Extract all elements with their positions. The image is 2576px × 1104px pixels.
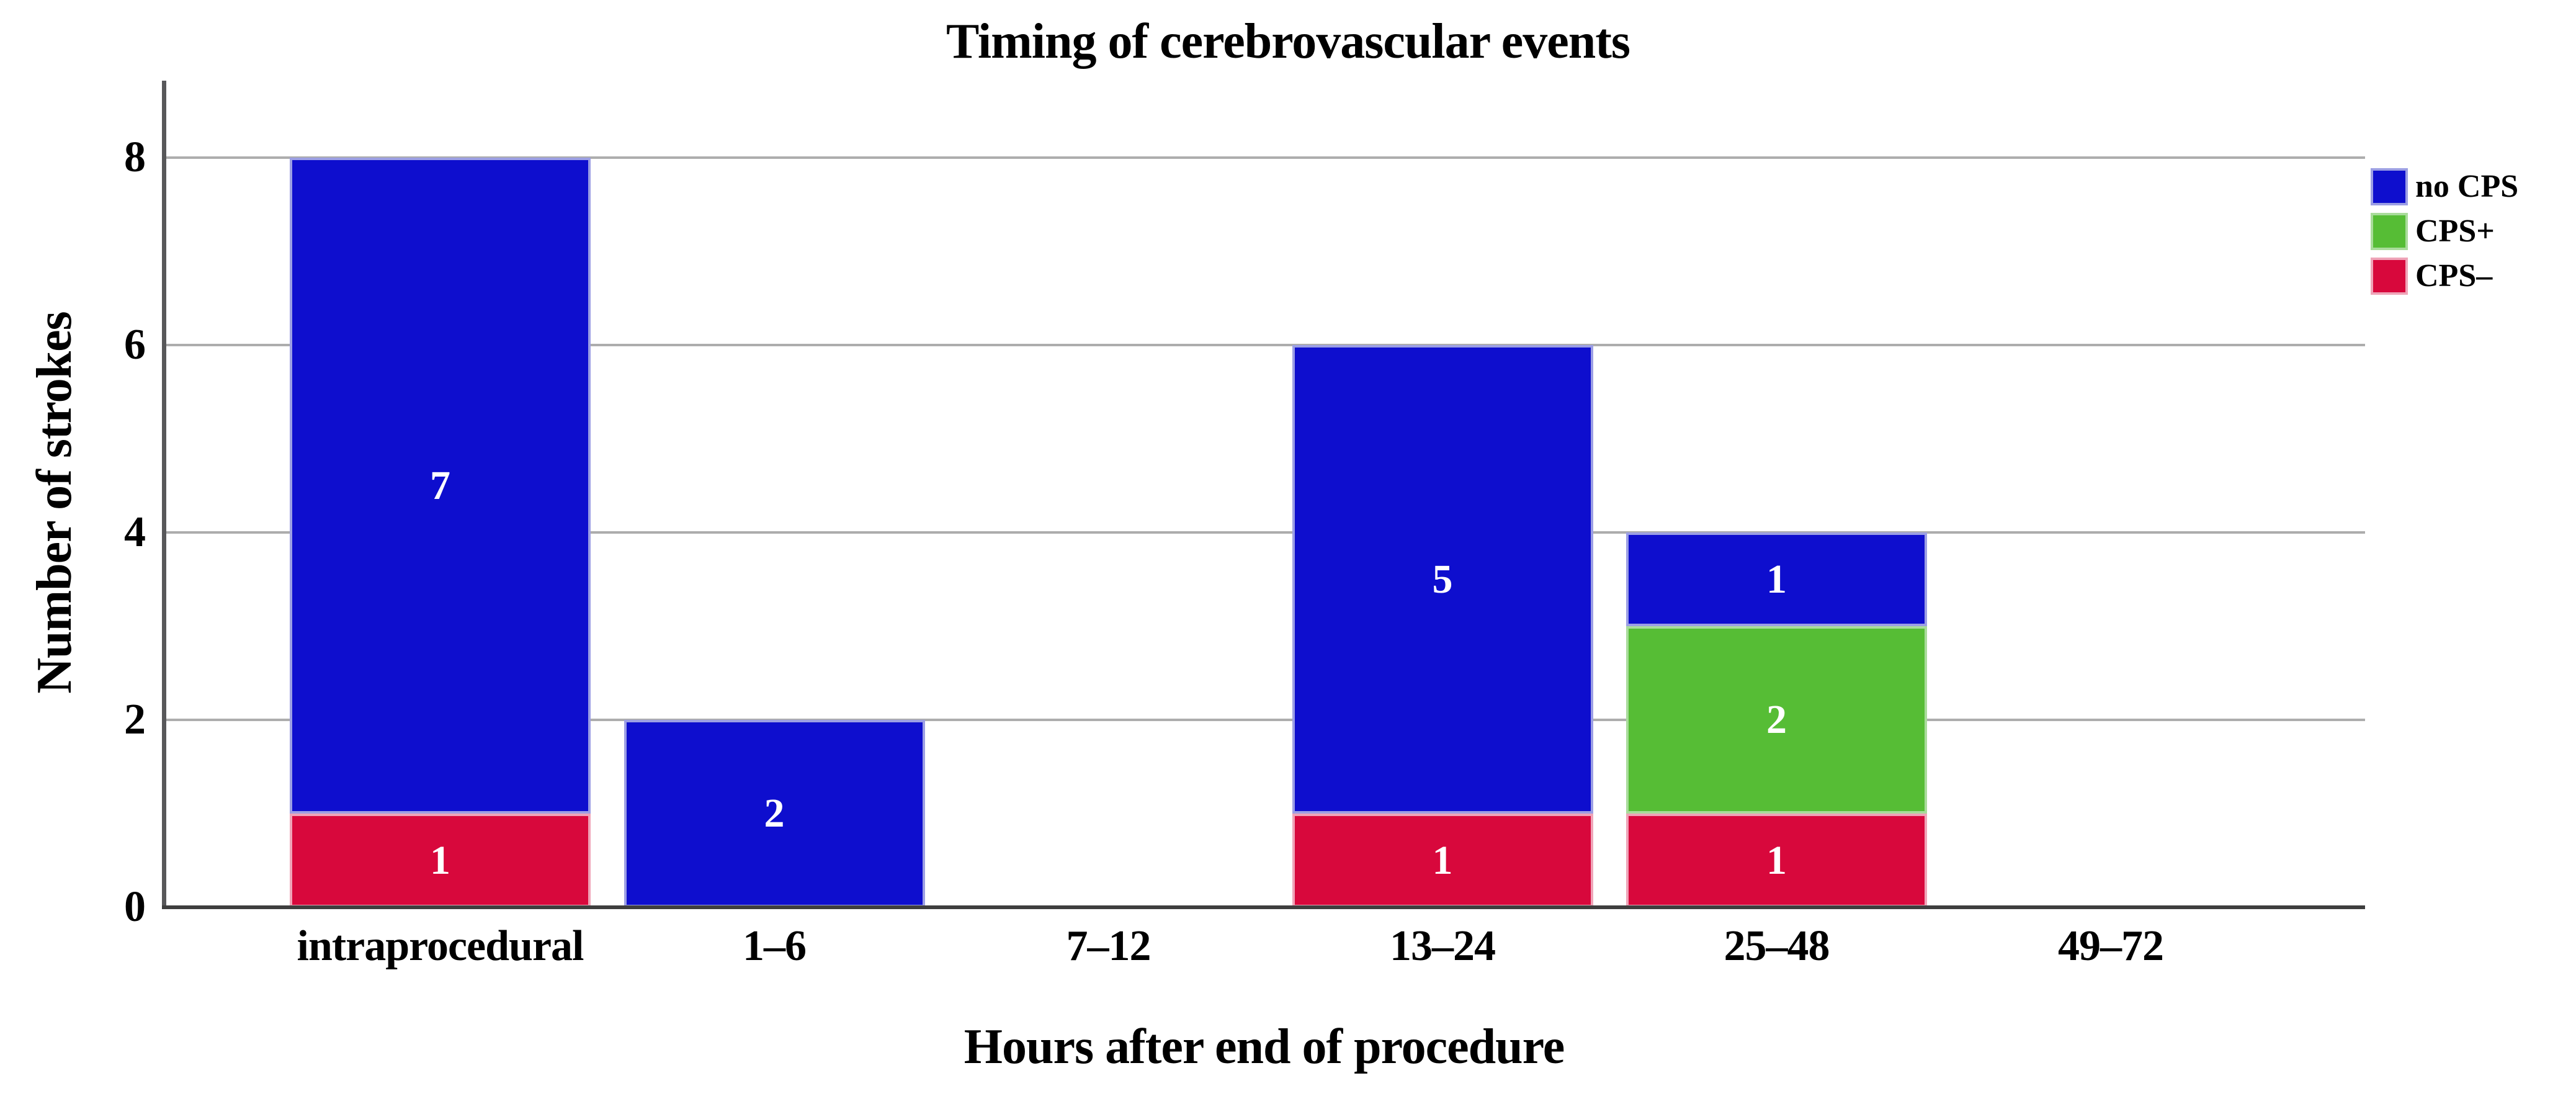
bar-value-label: 1: [1432, 837, 1453, 883]
bar-25-48-segment-cps+: 2: [1626, 626, 1927, 814]
legend-item-cps+: CPS+: [2371, 213, 2518, 250]
gridline-4: [163, 531, 2365, 534]
bar-value-label: 2: [764, 791, 785, 836]
bar-25-48-segment-cps: 1: [1626, 814, 1927, 907]
gridline-2: [163, 719, 2365, 721]
y-axis-title: Number of strokes: [27, 312, 82, 694]
y-tick-label-0: 0: [124, 883, 146, 931]
legend-label-no-cps: no CPS: [2415, 169, 2519, 204]
bar-intraprocedural-segment-no-cps: 7: [290, 158, 591, 814]
x-axis-title: Hours after end of procedure: [964, 1020, 1565, 1074]
bar-value-label: 7: [430, 462, 450, 508]
bar-13-24-segment-cps: 1: [1292, 814, 1593, 907]
bar-value-label: 5: [1432, 556, 1453, 602]
x-tick-label-13-24: 13–24: [1390, 922, 1496, 970]
gridline-6: [163, 344, 2365, 346]
y-tick-label-4: 4: [124, 508, 146, 556]
bar-value-label: 1: [1766, 556, 1787, 602]
bar-value-label: 2: [1766, 697, 1787, 742]
legend-label-cps+: CPS+: [2415, 213, 2495, 249]
y-axis-line: [162, 81, 166, 907]
x-tick-label-7-12: 7–12: [1066, 922, 1152, 970]
y-tick-label-2: 2: [124, 696, 146, 743]
bar-value-label: 1: [430, 837, 450, 883]
bar-intraprocedural-segment-cps: 1: [290, 814, 591, 907]
bar-13-24-segment-no-cps: 5: [1292, 345, 1593, 814]
legend-label-cps: CPS–: [2415, 258, 2493, 294]
x-tick-label-25-48: 25–48: [1724, 922, 1830, 970]
bar-value-label: 1: [1766, 837, 1787, 883]
legend-item-no-cps: no CPS: [2371, 168, 2518, 205]
legend-item-cps: CPS–: [2371, 258, 2518, 295]
gridline-8: [163, 156, 2365, 159]
legend-swatch-cps+: [2371, 213, 2408, 250]
legend: no CPS CPS+ CPS–: [2371, 168, 2518, 295]
x-tick-label-49-72: 49–72: [2058, 922, 2164, 970]
y-tick-label-8: 8: [124, 133, 146, 181]
bar-1-6-segment-no-cps: 2: [624, 720, 925, 907]
bar-25-48-segment-no-cps: 1: [1626, 532, 1927, 626]
legend-swatch-cps: [2371, 258, 2408, 295]
y-tick-label-6: 6: [124, 321, 146, 369]
x-axis-line: [162, 905, 2365, 909]
x-tick-label-intraprocedural: intraprocedural: [297, 922, 584, 970]
x-tick-label-1-6: 1–6: [743, 922, 807, 970]
plot-area: 1 7 2 1 5 1 2 1: [162, 81, 2365, 909]
legend-swatch-no-cps: [2371, 168, 2408, 205]
chart-title: Timing of cerebrovascular events: [946, 14, 1630, 69]
